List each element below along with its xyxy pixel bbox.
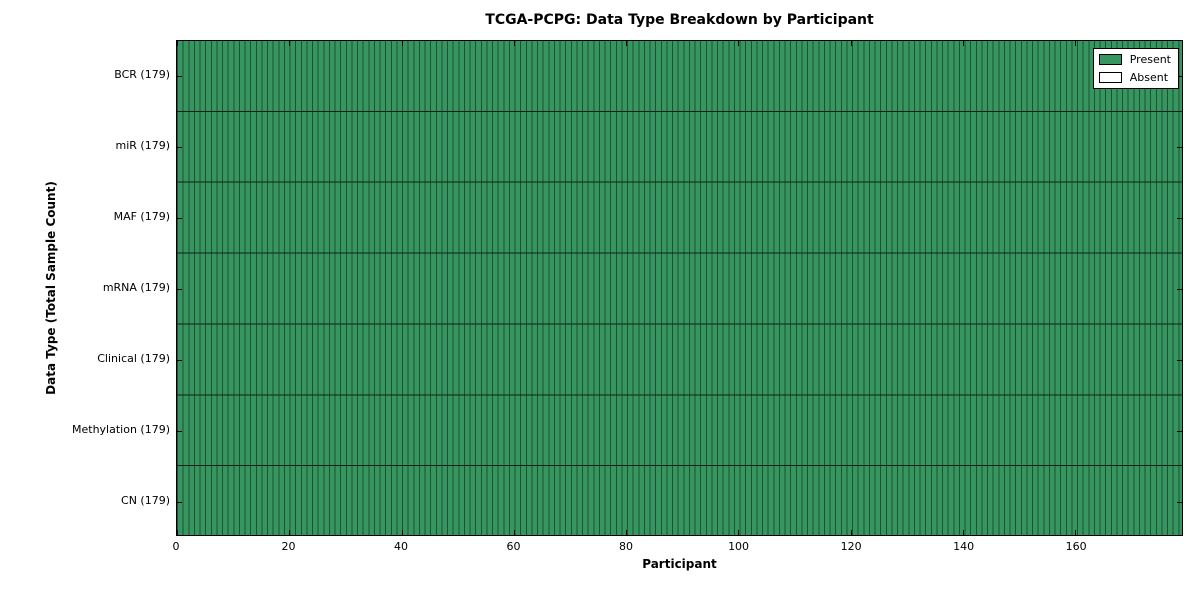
y-tick-label: Methylation (179) xyxy=(72,422,170,436)
y-tick-mark xyxy=(1177,289,1182,290)
x-tick-label: 20 xyxy=(281,540,296,553)
x-tick-mark xyxy=(177,530,178,535)
y-tick-mark xyxy=(177,147,182,149)
x-tick-mark xyxy=(401,530,403,535)
y-tick-mark xyxy=(1177,430,1182,432)
x-tick-mark xyxy=(626,41,628,46)
legend: Present Absent xyxy=(1092,48,1179,89)
y-tick-label: MAF (179) xyxy=(113,210,170,224)
x-tick-mark xyxy=(513,530,515,535)
x-tick-mark xyxy=(1075,530,1077,535)
y-tick-mark xyxy=(1177,359,1182,361)
x-tick-label: 100 xyxy=(728,540,750,553)
x-tick-label: 120 xyxy=(840,540,862,553)
legend-label-present: Present xyxy=(1129,53,1171,66)
y-tick-mark xyxy=(177,76,182,78)
x-tick-label: 160 xyxy=(1065,540,1087,553)
x-tick-mark xyxy=(738,530,740,535)
x-tick-label: 60 xyxy=(506,540,521,553)
x-tick-mark xyxy=(963,41,965,46)
y-tick-mark xyxy=(1177,76,1182,78)
x-tick-mark xyxy=(626,530,628,535)
y-tick-mark xyxy=(1177,218,1182,220)
x-tick-label: 140 xyxy=(953,540,975,553)
x-axis-label: Participant xyxy=(642,557,717,571)
y-tick-label: mRNA (179) xyxy=(102,281,170,294)
x-tick-mark xyxy=(177,41,178,46)
x-tick-mark xyxy=(1075,41,1077,46)
y-tick-label: Clinical (179) xyxy=(97,351,170,365)
x-tick-mark xyxy=(963,530,965,535)
plot-area: Present Absent xyxy=(176,40,1183,536)
x-tick-mark xyxy=(850,530,852,535)
x-tick-label: 0 xyxy=(172,540,180,553)
present-swatch xyxy=(1098,54,1122,65)
y-tick-mark xyxy=(1177,501,1182,503)
x-tick-label: 40 xyxy=(394,540,409,553)
y-tick-mark xyxy=(177,430,182,432)
y-tick-mark xyxy=(177,501,182,503)
chart-title: TCGA-PCPG: Data Type Breakdown by Partic… xyxy=(485,12,874,28)
x-tick-mark xyxy=(513,41,515,46)
legend-item-present: Present xyxy=(1098,53,1171,66)
y-tick-label: BCR (179) xyxy=(114,68,170,82)
y-tick-label: CN (179) xyxy=(121,493,170,507)
x-tick-mark xyxy=(738,41,740,46)
x-tick-label: 80 xyxy=(619,540,634,553)
y-tick-mark xyxy=(177,359,182,361)
y-tick-mark xyxy=(1177,147,1182,149)
x-tick-mark xyxy=(401,41,403,46)
x-tick-mark xyxy=(289,41,291,46)
y-tick-mark xyxy=(177,218,182,220)
absent-swatch xyxy=(1098,72,1122,83)
x-tick-mark xyxy=(289,530,291,535)
legend-item-absent: Absent xyxy=(1098,71,1171,84)
x-tick-mark xyxy=(850,41,852,46)
legend-label-absent: Absent xyxy=(1129,71,1169,84)
y-tick-label: miR (179) xyxy=(115,139,171,153)
y-tick-mark xyxy=(177,289,182,290)
